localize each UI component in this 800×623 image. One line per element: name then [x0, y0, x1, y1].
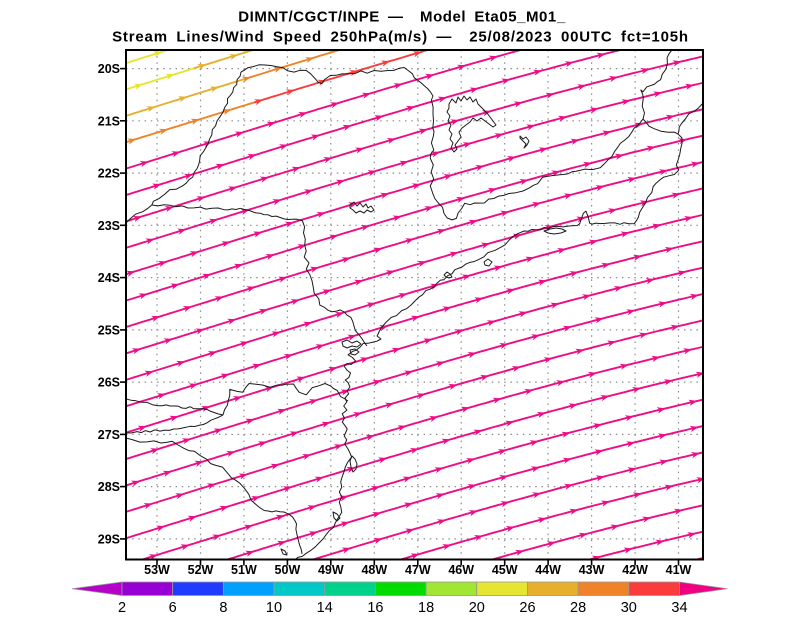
svg-text:2: 2: [118, 600, 126, 616]
svg-text:51W: 51W: [231, 563, 257, 577]
svg-text:34: 34: [671, 600, 687, 616]
svg-text:45W: 45W: [492, 563, 518, 577]
svg-text:29S: 29S: [98, 532, 120, 546]
svg-text:14: 14: [317, 600, 333, 616]
svg-text:47W: 47W: [405, 563, 431, 577]
svg-text:48W: 48W: [361, 563, 387, 577]
svg-text:42W: 42W: [622, 563, 648, 577]
svg-text:28: 28: [570, 600, 586, 616]
svg-text:22S: 22S: [98, 167, 120, 181]
svg-text:26: 26: [519, 600, 535, 616]
svg-text:44W: 44W: [535, 563, 561, 577]
svg-text:DIMNT/CGCT/INPE — Model Eta05: DIMNT/CGCT/INPE — Model Eta05_M01_: [238, 9, 566, 26]
svg-text:43W: 43W: [579, 563, 605, 577]
svg-text:8: 8: [219, 600, 227, 616]
svg-text:50W: 50W: [275, 563, 301, 577]
svg-text:21S: 21S: [98, 114, 120, 128]
svg-text:10: 10: [266, 600, 282, 616]
svg-text:6: 6: [169, 600, 177, 616]
svg-text:52W: 52W: [188, 563, 214, 577]
svg-text:26S: 26S: [98, 376, 120, 390]
svg-text:16: 16: [367, 600, 383, 616]
svg-text:53W: 53W: [144, 563, 170, 577]
svg-text:46W: 46W: [448, 563, 474, 577]
svg-text:49W: 49W: [318, 563, 344, 577]
svg-text:18: 18: [418, 600, 434, 616]
svg-text:Stream Lines/Wind Speed 250hPa: Stream Lines/Wind Speed 250hPa(m/s) — 25…: [112, 29, 689, 46]
svg-text:23S: 23S: [98, 219, 120, 233]
svg-text:27S: 27S: [98, 428, 120, 442]
svg-text:28S: 28S: [98, 480, 120, 494]
svg-text:25S: 25S: [98, 323, 120, 337]
svg-text:41W: 41W: [666, 563, 692, 577]
svg-text:24S: 24S: [98, 271, 120, 285]
svg-text:20: 20: [469, 600, 485, 616]
svg-text:30: 30: [621, 600, 637, 616]
svg-text:20S: 20S: [98, 62, 120, 76]
